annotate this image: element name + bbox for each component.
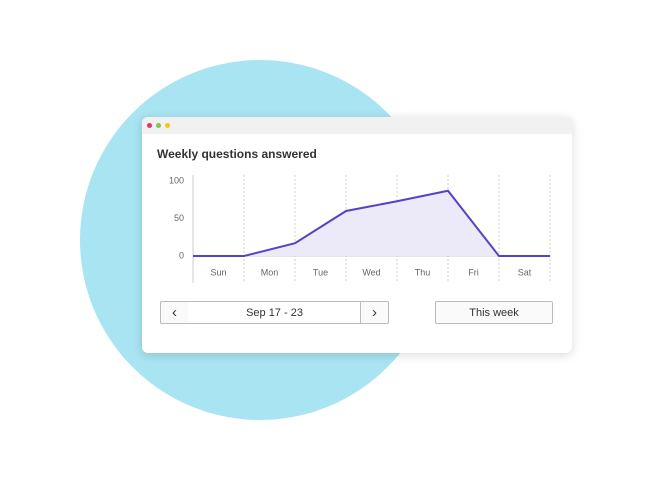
dot bbox=[165, 123, 170, 128]
x-tick-label: Sun bbox=[210, 267, 226, 277]
x-tick-label: Sat bbox=[518, 267, 532, 277]
title-bar bbox=[142, 117, 572, 134]
prev-button[interactable]: ‹ bbox=[160, 301, 189, 324]
dot bbox=[156, 123, 161, 128]
chart-title: Weekly questions answered bbox=[157, 147, 317, 161]
this-week-button[interactable]: This week bbox=[435, 301, 553, 324]
x-tick-label: Tue bbox=[313, 267, 328, 277]
dot bbox=[147, 123, 152, 128]
y-tick-label: 0 bbox=[179, 250, 184, 260]
next-button[interactable]: › bbox=[360, 301, 389, 324]
window: Weekly questions answered 0 50 100 Sun Mon Tu… bbox=[142, 117, 572, 353]
area-fill bbox=[193, 190, 550, 256]
x-tick-label: Mon bbox=[261, 267, 279, 277]
x-tick-label: Thu bbox=[415, 267, 431, 277]
x-tick-label: Wed bbox=[362, 267, 380, 277]
chart: Weekly questions answered 0 50 100 Sun Mon Tu… bbox=[157, 147, 551, 283]
date-range: Sep 17 - 23 bbox=[188, 301, 361, 324]
y-tick-label: 100 bbox=[169, 175, 184, 185]
data-line bbox=[193, 189, 550, 257]
y-tick-label: 50 bbox=[174, 213, 184, 223]
x-tick-label: Fri bbox=[468, 267, 479, 277]
